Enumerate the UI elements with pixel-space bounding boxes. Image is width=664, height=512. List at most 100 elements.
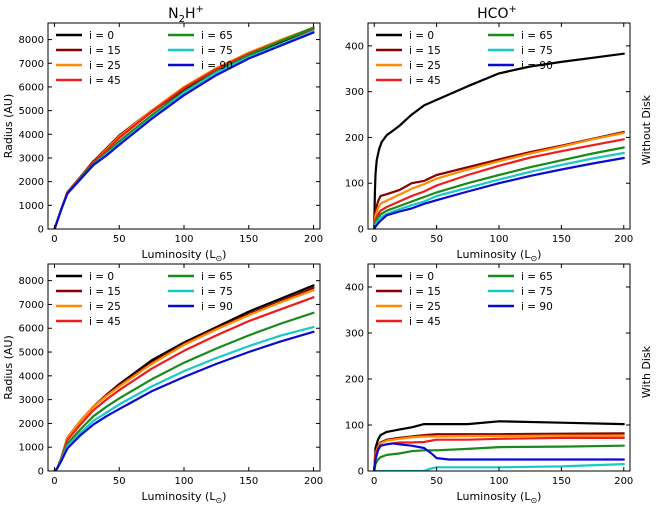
row-label-without-disk: Without Disk [640,94,653,165]
legend-label: i = 90 [201,60,233,72]
x-tick-label: 150 [239,476,258,487]
y-tick-label: 3000 [19,153,44,164]
y-tick-label: 1000 [19,443,44,454]
x-tick-label: 150 [552,234,571,245]
legend-label: i = 25 [89,301,121,313]
legend-label: i = 0 [409,30,434,42]
y-tick-label: 1000 [19,201,44,212]
panel-n2h-top: 0 50 100 150 2000100020003000400050006000700… [2,22,323,263]
panel-hco-bottom: 0 50 100 150 200 0 100 200 300 400 Luminosity (L⊙)… [345,263,633,505]
legend-label: i = 25 [409,60,441,72]
legend-label: i = 65 [201,30,233,42]
x-tick-label: 0 [371,234,377,245]
legend: i = 0 i = 15 i = 25 i = 45 i = 65 i = 75 i = 9… [56,271,233,328]
legend-label: i = 75 [201,286,233,298]
x-tick-label: 0 [51,476,57,487]
legend-label: i = 15 [409,45,441,57]
legend: i = 0 i = 15 i = 25 i = 45 i = 65 i = 75 i = 9… [376,271,553,328]
legend-label: i = 15 [89,45,121,57]
series-line-15 [53,26,315,229]
y-tick-label: 5000 [19,106,44,117]
legend-label: i = 75 [521,286,553,298]
y-tick-label: 100 [345,179,364,190]
legend-label: i = 0 [89,30,114,42]
legend-label: i = 90 [201,301,233,313]
panel-hco-top: 0 50 100 150 200 0 100 200 300 400 Luminosity (L⊙)… [345,22,633,263]
y-tick-label: 300 [345,87,364,98]
panel-n2h-bottom: 0 50 100 150 2000100020003000400050006000700… [2,263,323,505]
series-line-65 [373,146,625,229]
legend-label: i = 25 [409,301,441,313]
x-tick-label: 0 [371,476,377,487]
series-line-75 [373,151,625,229]
legend-label: i = 45 [89,75,121,87]
x-tick-label: 150 [552,476,571,487]
series-line-25 [53,26,315,229]
y-tick-label: 0 [38,467,44,478]
row-label-with-disk: With Disk [640,345,653,398]
legend-label: i = 65 [521,30,553,42]
y-tick-label: 0 [358,225,364,236]
series-line-75 [53,326,315,471]
y-axis-label: Radius (AU) [2,335,15,400]
x-tick-label: 100 [489,476,508,487]
y-tick-label: 3000 [19,395,44,406]
y-tick-label: 100 [345,421,364,432]
legend-label: i = 75 [521,45,553,57]
legend-label: i = 75 [201,45,233,57]
x-tick-label: 100 [489,234,508,245]
series-line-45 [373,138,625,229]
x-tick-label: 150 [239,234,258,245]
series-line-65 [373,444,625,471]
y-tick-label: 200 [345,133,364,144]
series-line-65 [53,26,315,229]
y-tick-label: 2000 [19,419,44,430]
series-line-0 [373,420,625,471]
y-tick-label: 7000 [19,300,44,311]
legend-label: i = 15 [89,286,121,298]
column-title-n2h: N2H+ [168,4,204,25]
legend-label: i = 45 [409,316,441,328]
panels: 0 50 100 150 2000100020003000400050006000700… [2,22,633,505]
y-tick-label: 2000 [19,177,44,188]
series-line-90 [53,31,315,229]
series-line-25 [373,434,625,471]
y-tick-label: 6000 [19,82,44,93]
column-title-hco: HCO+ [477,4,517,22]
series-line-0 [53,27,315,229]
series-line-90 [53,330,315,471]
legend-label: i = 90 [521,60,553,72]
legend-label: i = 65 [201,271,233,283]
legend-label: i = 45 [409,75,441,87]
y-tick-label: 400 [345,283,364,294]
y-tick-label: 200 [345,375,364,386]
x-tick-label: 200 [614,476,633,487]
x-tick-label: 200 [614,234,633,245]
y-tick-label: 7000 [19,59,44,70]
y-tick-label: 0 [38,225,44,236]
legend-label: i = 90 [521,301,553,313]
legend-label: i = 65 [521,271,553,283]
series-line-0 [373,52,625,229]
y-axis-label: Radius (AU) [2,94,15,159]
y-tick-label: 6000 [19,324,44,335]
x-tick-label: 50 [113,476,126,487]
series-line-90 [373,156,625,229]
x-tick-label: 0 [51,234,57,245]
x-tick-label: 50 [430,476,443,487]
y-tick-label: 0 [358,467,364,478]
x-axis-label: Luminosity (L⊙) [142,248,227,263]
series-line-90 [373,442,625,471]
legend-label: i = 0 [89,271,114,283]
legend-label: i = 0 [409,271,434,283]
x-tick-label: 200 [304,234,323,245]
series-line-45 [53,27,315,229]
y-tick-label: 4000 [19,130,44,141]
x-axis-label: Luminosity (L⊙) [457,248,542,263]
axes-frame [367,263,631,472]
y-tick-label: 4000 [19,371,44,382]
legend: i = 0 i = 15 i = 25 i = 45 i = 65 i = 75 i = 9… [56,30,233,87]
x-tick-label: 100 [174,476,193,487]
y-tick-label: 5000 [19,348,44,359]
